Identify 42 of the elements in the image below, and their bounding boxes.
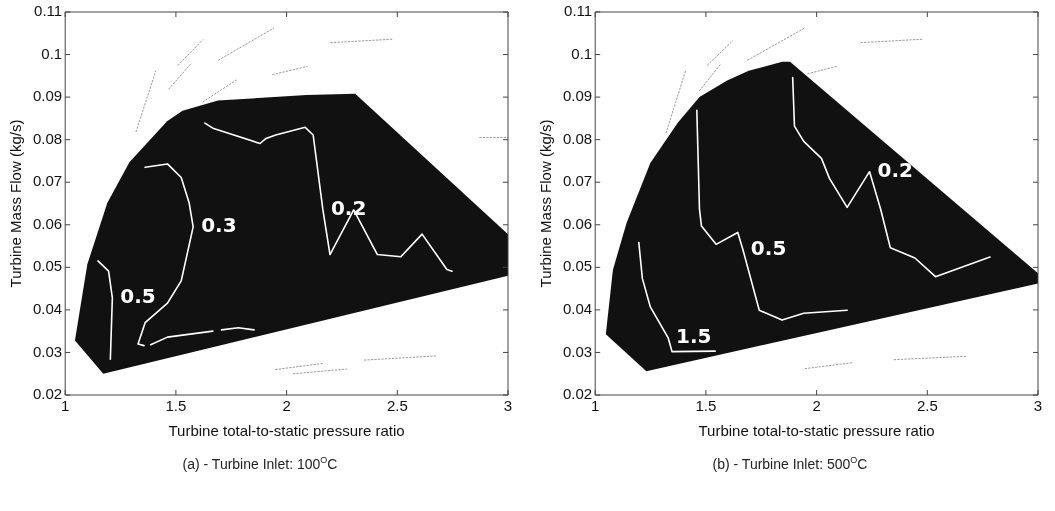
y-axis-title: Turbine Mass Flow (kg/s) bbox=[7, 119, 25, 288]
series-label: 1.5 bbox=[676, 323, 712, 348]
y-tick-label: 0.08 bbox=[562, 129, 593, 147]
y-tick-label: 0.04 bbox=[562, 300, 593, 318]
x-tick-label: 2.5 bbox=[916, 397, 938, 415]
y-tick-label: 0.03 bbox=[562, 342, 593, 360]
series-label: 0.3 bbox=[201, 213, 237, 238]
y-tick-label: 0.09 bbox=[562, 87, 593, 105]
y-tick-label: 0.02 bbox=[562, 385, 593, 403]
y-tick-label: 0.07 bbox=[32, 172, 63, 190]
x-tick-label: 1 bbox=[61, 397, 70, 415]
y-tick-label: 0.11 bbox=[564, 2, 593, 20]
y-tick-label: 0.11 bbox=[34, 2, 63, 20]
x-tick-label: 1 bbox=[591, 397, 600, 415]
x-tick-label: 1.5 bbox=[695, 397, 717, 415]
series-label: 0.5 bbox=[120, 284, 156, 309]
y-tick-label: 0.07 bbox=[562, 172, 593, 190]
y-tick-label: 0.03 bbox=[32, 342, 63, 360]
y-tick-label: 0.06 bbox=[32, 214, 63, 232]
series-label: 0.2 bbox=[330, 196, 367, 221]
y-tick-label: 0.02 bbox=[32, 385, 63, 403]
x-tick-label: 2 bbox=[282, 397, 291, 415]
y-tick-label: 0.08 bbox=[32, 129, 63, 147]
x-tick-label: 2.5 bbox=[386, 397, 408, 415]
series-label: 0.2 bbox=[877, 157, 913, 182]
text: (b) - Turbine Inlet: 500$^{O}$C bbox=[711, 455, 869, 472]
x-tick-label: 3 bbox=[503, 397, 513, 415]
y-tick-label: 0.09 bbox=[32, 87, 63, 105]
y-tick-label: 0.1 bbox=[571, 44, 593, 62]
y-tick-label: 0.05 bbox=[562, 257, 593, 275]
y-tick-label: 0.04 bbox=[32, 300, 63, 318]
x-tick-label: 2 bbox=[812, 397, 821, 415]
y-tick-label: 0.05 bbox=[32, 257, 63, 275]
x-tick-label: 1.5 bbox=[165, 397, 187, 415]
y-tick-label: 0.1 bbox=[41, 44, 63, 62]
series-label: 0.5 bbox=[750, 235, 787, 260]
text: (a) - Turbine Inlet: 100$^{O}$C bbox=[181, 455, 339, 472]
x-axis-title: Turbine total-to-static pressure ratio bbox=[698, 422, 935, 440]
y-axis-title: Turbine Mass Flow (kg/s) bbox=[537, 119, 555, 288]
x-tick-label: 3 bbox=[1033, 397, 1043, 415]
y-tick-label: 0.06 bbox=[562, 214, 593, 232]
x-axis-title: Turbine total-to-static pressure ratio bbox=[168, 422, 405, 440]
